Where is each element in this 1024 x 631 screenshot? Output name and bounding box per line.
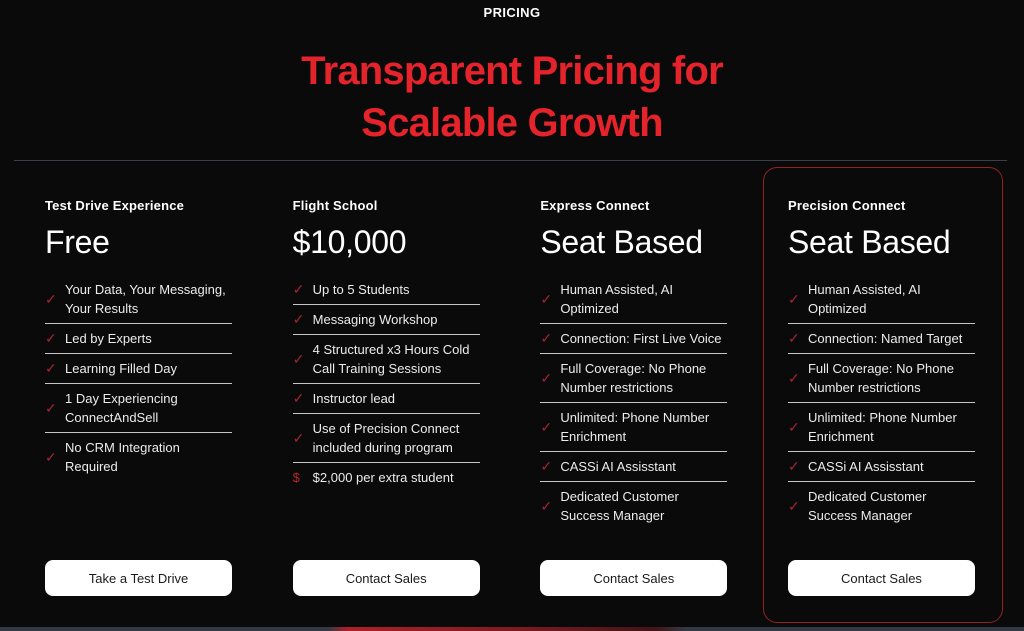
- feature-row: ✓ Full Coverage: No Phone Number restric…: [540, 354, 728, 403]
- take-test-drive-button[interactable]: Take a Test Drive: [45, 560, 232, 596]
- feature-row: $ $2,000 per extra student: [293, 463, 480, 492]
- contact-sales-button-precision-connect[interactable]: Contact Sales: [787, 560, 975, 596]
- plan-name: Precision Connect: [787, 198, 906, 213]
- contact-sales-button-express-connect[interactable]: Contact Sales: [540, 560, 728, 596]
- feature-text: Connection: Named Target: [807, 331, 963, 346]
- page-title-line1: Transparent Pricing for: [301, 49, 724, 93]
- feature-row: ✓ Your Data, Your Messaging, Your Result…: [45, 275, 232, 324]
- feature-row: ✓ CASSi AI Assisstant: [540, 452, 728, 482]
- check-icon: ✓: [45, 399, 57, 416]
- dollar-icon: $: [292, 470, 300, 485]
- feature-text: Unlimited: Phone Number Enrichment: [807, 410, 957, 444]
- header-divider: [14, 160, 1007, 161]
- check-icon: ✓: [292, 311, 305, 327]
- check-icon: ✓: [45, 290, 57, 307]
- feature-text: Use of Precision Connect included during…: [312, 421, 460, 455]
- check-icon: ✓: [540, 369, 553, 386]
- check-icon: ✓: [540, 330, 553, 346]
- check-icon: ✓: [787, 497, 800, 514]
- feature-text: Instructor lead: [312, 391, 396, 406]
- feature-row: ✓ Unlimited: Phone Number Enrichment: [540, 403, 728, 452]
- feature-text: Full Coverage: No Phone Number restricti…: [560, 361, 707, 395]
- feature-list: ✓ Human Assisted, AI Optimized ✓ Connect…: [787, 275, 975, 530]
- check-icon: ✓: [540, 290, 553, 307]
- check-icon: ✓: [540, 458, 553, 474]
- bottom-strip: [0, 627, 1024, 631]
- feature-text: Unlimited: Phone Number Enrichment: [560, 410, 710, 444]
- plan-price: Seat Based: [540, 224, 703, 260]
- check-icon: ✓: [787, 369, 800, 386]
- feature-text: Your Data, Your Messaging, Your Results: [65, 282, 226, 316]
- feature-row: ✓ Dedicated Customer Success Manager: [788, 482, 975, 530]
- feature-row: ✓ Unlimited: Phone Number Enrichment: [787, 403, 975, 452]
- feature-text: Dedicated Customer Success Manager: [560, 489, 679, 523]
- feature-row: ✓ Dedicated Customer Success Manager: [540, 482, 727, 530]
- feature-text: Human Assisted, AI Optimized: [807, 282, 921, 316]
- feature-text: Connection: First Live Voice: [560, 331, 722, 346]
- check-icon: ✓: [292, 390, 305, 406]
- check-icon: ✓: [787, 290, 800, 307]
- plan-name: Flight School: [292, 198, 378, 213]
- feature-text: Messaging Workshop: [312, 312, 438, 327]
- feature-text: 1 Day Experiencing ConnectAndSell: [65, 391, 178, 425]
- check-icon: ✓: [45, 330, 57, 346]
- plan-price: Free: [45, 224, 110, 260]
- plan-price: $10,000: [292, 224, 407, 260]
- check-icon: ✓: [292, 350, 305, 367]
- feature-list: ✓ Your Data, Your Messaging, Your Result…: [45, 275, 232, 481]
- feature-row: ✓ Learning Filled Day: [45, 354, 232, 384]
- check-icon: ✓: [292, 429, 305, 446]
- feature-row: ✓ Human Assisted, AI Optimized: [540, 275, 728, 324]
- feature-row: ✓ Connection: First Live Voice: [540, 324, 728, 354]
- feature-text: 4 Structured x3 Hours Cold Call Training…: [312, 342, 470, 376]
- plan-price: Seat Based: [787, 224, 951, 260]
- feature-text: Learning Filled Day: [65, 361, 178, 376]
- plans-row: Test Drive Experience Free ✓ Your Data, …: [45, 198, 975, 598]
- feature-text: Full Coverage: No Phone Number restricti…: [807, 361, 954, 395]
- contact-sales-button-flight-school[interactable]: Contact Sales: [292, 560, 480, 596]
- check-icon: ✓: [787, 330, 800, 346]
- section-eyebrow: PRICING: [483, 5, 541, 20]
- feature-text: Led by Experts: [65, 331, 152, 346]
- feature-row: ✓ 1 Day Experiencing ConnectAndSell: [45, 384, 232, 433]
- feature-list: ✓ Human Assisted, AI Optimized ✓ Connect…: [540, 275, 728, 530]
- feature-text: CASSi AI Assisstant: [560, 459, 676, 474]
- plan-card-precision-connect: Precision Connect Seat Based ✓ Human Ass…: [787, 198, 975, 598]
- check-icon: ✓: [45, 360, 57, 376]
- plan-name: Test Drive Experience: [45, 198, 185, 213]
- check-icon: ✓: [787, 418, 800, 435]
- plan-card-flight-school: Flight School $10,000 ✓ Up to 5 Students…: [292, 198, 480, 598]
- feature-row: ✓ Messaging Workshop: [292, 305, 480, 335]
- feature-row: ✓ Connection: Named Target: [787, 324, 975, 354]
- feature-row: ✓ Led by Experts: [45, 324, 232, 354]
- feature-row: ✓ 4 Structured x3 Hours Cold Call Traini…: [292, 335, 480, 384]
- feature-row: ✓ Up to 5 Students: [292, 275, 480, 305]
- check-icon: ✓: [45, 448, 57, 465]
- feature-list: ✓ Up to 5 Students ✓ Messaging Workshop …: [292, 275, 480, 492]
- plan-card-test-drive: Test Drive Experience Free ✓ Your Data, …: [45, 198, 232, 598]
- page-title: Transparent Pricing for Scalable Growth: [0, 45, 1024, 149]
- check-icon: ✓: [540, 497, 553, 514]
- feature-row: ✓ CASSi AI Assisstant: [787, 452, 975, 482]
- feature-text: CASSi AI Assisstant: [807, 459, 924, 474]
- plan-card-express-connect: Express Connect Seat Based ✓ Human Assis…: [540, 198, 728, 598]
- check-icon: ✓: [292, 281, 305, 297]
- feature-text: Up to 5 Students: [312, 282, 410, 297]
- feature-row: ✓ Human Assisted, AI Optimized: [787, 275, 975, 324]
- feature-text: No CRM Integration Required: [65, 440, 180, 474]
- plan-name: Express Connect: [540, 198, 650, 213]
- feature-text: Dedicated Customer Success Manager: [807, 489, 927, 523]
- page-title-line2: Scalable Growth: [361, 101, 663, 145]
- feature-text: Human Assisted, AI Optimized: [560, 282, 674, 316]
- check-icon: ✓: [787, 458, 800, 474]
- feature-text: $2,000 per extra student: [312, 470, 454, 485]
- feature-row: ✓ Full Coverage: No Phone Number restric…: [787, 354, 975, 403]
- check-icon: ✓: [540, 418, 553, 435]
- feature-row: ✓ Instructor lead: [292, 384, 480, 414]
- feature-row: ✓ No CRM Integration Required: [45, 433, 232, 481]
- feature-row: ✓ Use of Precision Connect included duri…: [292, 414, 480, 463]
